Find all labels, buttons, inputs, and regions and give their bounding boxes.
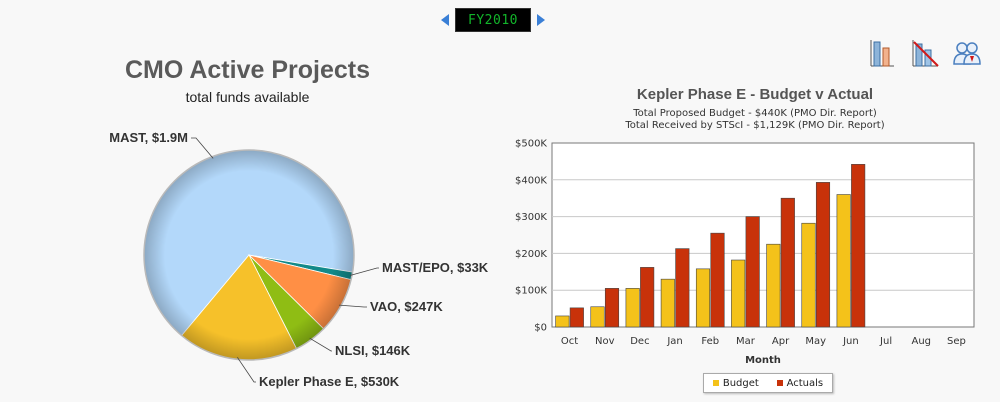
pie-chart: MAST, $1.9M MAST/EPO, $33K VAO, $247K NLSI,… bbox=[109, 130, 489, 389]
legend-label-budget: Budget bbox=[722, 377, 759, 389]
x-tick-label: Jun bbox=[842, 336, 859, 347]
pie-slice-label: NLSI, $146K bbox=[335, 343, 411, 358]
actuals-bar[interactable] bbox=[851, 164, 866, 328]
pie-leader-line bbox=[237, 357, 256, 383]
actuals-bar[interactable] bbox=[569, 307, 584, 328]
y-tick-label: $100K bbox=[515, 286, 547, 297]
bar-chart: $0 $100K $200K $300K $400K $500K Oct Nov Dec Jan F… bbox=[515, 139, 975, 366]
pie-slice-label: Kepler Phase E, $530K bbox=[259, 374, 400, 389]
x-tick-label: Oct bbox=[561, 336, 578, 347]
bar-chart-subtitle-received: Total Received by STScI - $1,129K (PMO D… bbox=[625, 120, 885, 131]
pie-leader-line bbox=[309, 337, 332, 352]
x-tick-label: Jul bbox=[879, 336, 892, 347]
pie-chart-title: CMO Active Projects bbox=[125, 56, 370, 84]
pie-rim bbox=[143, 149, 355, 361]
fiscal-year-selector: FY2010 bbox=[441, 8, 545, 32]
legend-label-actuals: Actuals bbox=[786, 377, 824, 389]
previous-year-arrow-icon[interactable] bbox=[441, 14, 449, 26]
pie-chart-subtitle: total funds available bbox=[185, 89, 310, 105]
users-icon[interactable] bbox=[952, 38, 981, 68]
actuals-bar[interactable] bbox=[780, 197, 795, 328]
x-tick-label: May bbox=[805, 336, 826, 347]
x-axis-label: Month bbox=[745, 355, 781, 366]
x-tick-label: Dec bbox=[630, 336, 649, 347]
legend-item-budget: Budget bbox=[712, 377, 759, 389]
x-tick-label: Mar bbox=[736, 336, 756, 347]
budget-bar[interactable] bbox=[660, 278, 675, 328]
pie-slice-label: VAO, $247K bbox=[370, 299, 443, 314]
x-tick-label: Jan bbox=[666, 336, 682, 347]
actuals-bar[interactable] bbox=[815, 182, 831, 328]
legend-swatch-budget bbox=[712, 380, 719, 386]
pie-leader-line bbox=[338, 304, 367, 308]
budget-bar[interactable] bbox=[801, 222, 816, 328]
bar-chart-title: Kepler Phase E - Budget v Actual bbox=[636, 86, 874, 103]
actuals-bar[interactable] bbox=[745, 216, 760, 328]
chart-filter-icon[interactable] bbox=[910, 38, 939, 68]
actuals-bar[interactable] bbox=[640, 267, 655, 328]
x-tick-label: Nov bbox=[595, 336, 615, 347]
y-tick-label: $300K bbox=[515, 212, 547, 223]
x-tick-label: Sep bbox=[947, 336, 966, 347]
budget-bar[interactable] bbox=[836, 194, 851, 328]
next-year-arrow-icon[interactable] bbox=[537, 14, 545, 26]
pie-leader-line bbox=[191, 137, 214, 159]
y-tick-label: $500K bbox=[515, 139, 547, 150]
legend-swatch-actuals bbox=[776, 380, 783, 386]
plot-area bbox=[551, 142, 975, 328]
pie-slice-label: MAST, $1.9M bbox=[109, 130, 188, 145]
y-tick-label: $400K bbox=[515, 175, 547, 186]
actuals-bar[interactable] bbox=[710, 232, 725, 328]
bar-chart-legend: Budget Actuals bbox=[703, 373, 833, 393]
budget-bar[interactable] bbox=[590, 306, 605, 328]
x-tick-label: Apr bbox=[772, 336, 790, 347]
actuals-bar[interactable] bbox=[675, 248, 690, 328]
bar-chart-icon[interactable] bbox=[868, 38, 896, 68]
actuals-bar[interactable] bbox=[604, 288, 620, 328]
bar-chart-subtitle-budget: Total Proposed Budget - $440K (PMO Dir. … bbox=[633, 108, 877, 119]
pie-slice-label: MAST/EPO, $33K bbox=[382, 260, 489, 275]
budget-bar[interactable] bbox=[555, 315, 570, 328]
budget-bar[interactable] bbox=[766, 243, 781, 328]
x-tick-label: Aug bbox=[911, 336, 931, 347]
x-tick-label: Feb bbox=[701, 336, 719, 347]
budget-bar[interactable] bbox=[625, 288, 640, 328]
budget-bar[interactable] bbox=[731, 259, 746, 328]
y-tick-label: $200K bbox=[515, 249, 547, 260]
legend-item-actuals: Actuals bbox=[776, 377, 824, 389]
pie-leader-line bbox=[349, 267, 379, 276]
y-tick-label: $0 bbox=[534, 323, 547, 334]
fiscal-year-display: FY2010 bbox=[455, 8, 531, 32]
budget-bar[interactable] bbox=[695, 268, 711, 328]
